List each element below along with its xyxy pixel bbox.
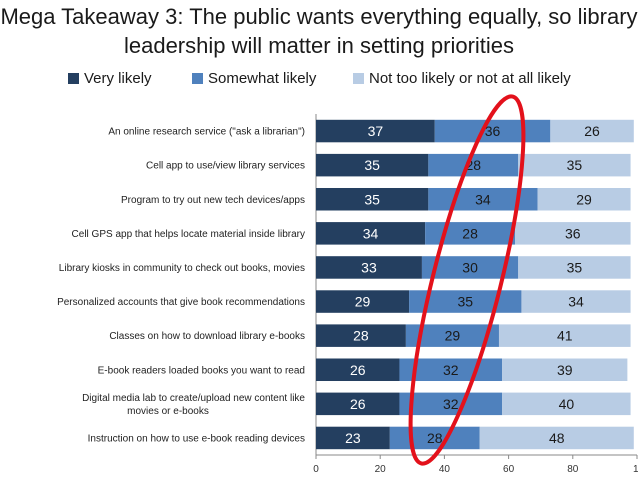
- bar-segment: [316, 187, 429, 211]
- bar-segment: [502, 358, 628, 382]
- bar-segment: [316, 392, 400, 416]
- x-tick-label: 20: [375, 464, 387, 475]
- legend-label-not-likely: Not too likely or not at all likely: [369, 70, 571, 87]
- legend-swatch-very-likely: [68, 73, 79, 84]
- data-label: 34: [475, 191, 491, 207]
- data-label: 37: [368, 123, 384, 139]
- data-label: 35: [567, 157, 583, 173]
- category-label: An online research service ("ask a libra…: [108, 127, 305, 138]
- bar-segment: [421, 256, 519, 279]
- data-label: 26: [350, 362, 366, 378]
- category-label: Library kiosks in community to check out…: [59, 263, 305, 274]
- data-label: 32: [443, 362, 459, 378]
- data-label: 33: [361, 259, 377, 275]
- data-label: 34: [363, 225, 379, 241]
- bar-segment: [518, 256, 631, 279]
- data-label: 28: [427, 430, 443, 446]
- bar-segment: [521, 290, 631, 313]
- category-label: Digital media lab to create/upload new c…: [82, 393, 305, 417]
- x-tick-label: 0: [313, 464, 319, 475]
- data-label: 26: [584, 123, 600, 139]
- legend-swatch-somewhat-likely: [192, 73, 203, 84]
- data-label: 26: [350, 396, 366, 412]
- bar-segment: [316, 290, 410, 313]
- legend-swatch-not-likely: [353, 73, 364, 84]
- data-label: 39: [557, 362, 573, 378]
- data-label: 35: [567, 259, 583, 275]
- category-label: E-book readers loaded books you want to …: [98, 365, 305, 376]
- category-label: Cell GPS app that helps locate material …: [72, 229, 305, 240]
- bar-segment: [316, 153, 429, 177]
- bar-segment: [405, 324, 499, 347]
- legend-item-not-likely: Not too likely or not at all likely: [353, 70, 571, 87]
- bar-segment: [537, 187, 631, 211]
- bar-segment: [518, 153, 631, 177]
- data-label: 23: [345, 430, 361, 446]
- bar-segment: [399, 392, 503, 416]
- bar-segment: [316, 324, 406, 347]
- bar-segment: [316, 426, 390, 450]
- x-tick-label: 60: [503, 464, 515, 475]
- data-label: 35: [364, 191, 380, 207]
- category-label: Personalized accounts that give book rec…: [57, 297, 305, 308]
- data-label: 28: [353, 328, 369, 344]
- data-label: 29: [355, 294, 371, 310]
- bar-segment: [428, 153, 519, 177]
- data-label: 29: [576, 191, 592, 207]
- category-label: Classes on how to download library e-boo…: [109, 331, 305, 342]
- data-label: 48: [549, 430, 565, 446]
- legend-item-somewhat-likely: Somewhat likely: [192, 70, 316, 87]
- data-label: 40: [559, 396, 575, 412]
- category-label: Instruction on how to use e-book reading…: [88, 433, 305, 444]
- bar-segment: [502, 392, 631, 416]
- x-tick-label: 80: [567, 464, 579, 475]
- data-label: 29: [445, 328, 461, 344]
- bar-segment: [316, 119, 435, 143]
- x-tick-label: 10: [633, 464, 638, 475]
- highlight-ellipse: [408, 94, 526, 466]
- bar-segment: [316, 358, 400, 382]
- data-label: 41: [557, 328, 573, 344]
- data-label: 28: [462, 225, 478, 241]
- data-label: 34: [568, 294, 584, 310]
- legend-label-somewhat-likely: Somewhat likely: [208, 70, 317, 87]
- legend-item-very-likely: Very likely: [68, 70, 152, 87]
- bar-segment: [498, 324, 631, 347]
- category-label: Program to try out new tech devices/apps: [121, 195, 305, 206]
- bar-segment: [550, 119, 634, 143]
- data-label: 30: [462, 259, 478, 275]
- data-label: 36: [565, 225, 581, 241]
- bar-segment: [316, 222, 426, 245]
- x-tick-label: 40: [439, 464, 451, 475]
- bar-segment: [515, 222, 631, 245]
- data-label: 35: [364, 157, 380, 173]
- bar-segment: [479, 426, 634, 450]
- data-label: 36: [485, 123, 501, 139]
- chart-title: Mega Takeaway 3: The public wants everyt…: [0, 4, 638, 58]
- legend-label-very-likely: Very likely: [84, 70, 152, 87]
- bar-segment: [316, 256, 422, 279]
- legend: Very likely Somewhat likely Not too like…: [60, 70, 620, 92]
- data-label: 32: [443, 396, 459, 412]
- data-label: 35: [457, 294, 473, 310]
- category-label: Cell app to use/view library services: [146, 161, 305, 172]
